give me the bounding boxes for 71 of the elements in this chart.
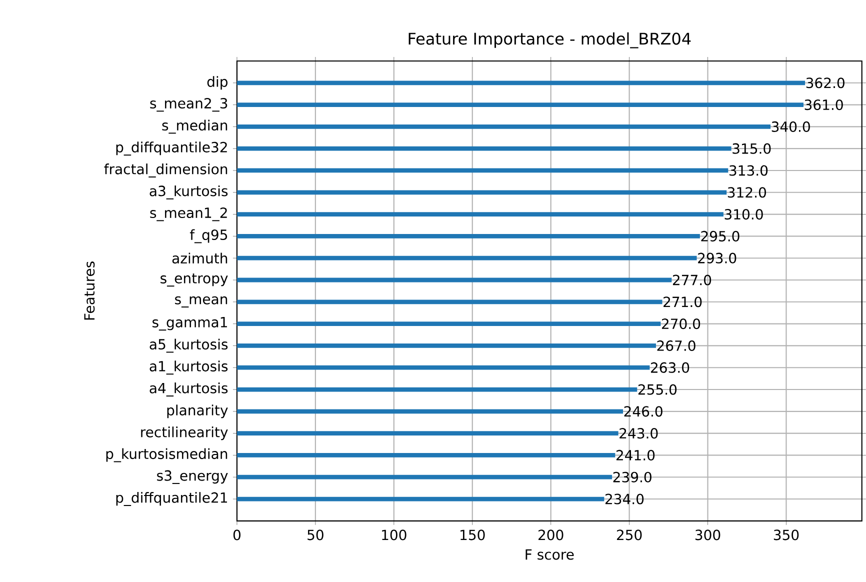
y-tick-label: s_gamma1 (152, 317, 227, 331)
bar (236, 409, 624, 414)
bar (236, 102, 804, 108)
data-label: 295.0 (701, 230, 740, 242)
x-tick-label: 50 (308, 530, 324, 540)
data-label: 263.0 (650, 362, 690, 373)
x-tick-label: 200 (538, 530, 564, 540)
data-label: 312.0 (728, 187, 766, 198)
chart-title: Feature Importance - model_BRZ04 (408, 32, 691, 48)
bar (236, 234, 700, 238)
data-label: 267.0 (657, 340, 696, 352)
y-axis-title: Features (84, 262, 95, 320)
x-tick-label: 300 (695, 530, 720, 540)
bar (236, 453, 616, 458)
bar (236, 278, 672, 282)
data-label: 362.0 (806, 78, 844, 88)
bar (236, 496, 604, 502)
bar (236, 344, 656, 348)
data-label: 361.0 (804, 100, 843, 110)
y-tick-label: p_kurtosismedian (106, 448, 228, 462)
data-label: 246.0 (624, 406, 662, 417)
bar (236, 474, 612, 480)
x-tick-label: 150 (460, 530, 485, 540)
y-tick-label: azimuth (172, 252, 228, 264)
data-label: 239.0 (613, 472, 652, 482)
data-label: 315.0 (732, 143, 771, 154)
y-tick-label: s_median (162, 120, 228, 134)
y-tick-label: p_diffquantile21 (116, 492, 227, 506)
y-tick-label: s_mean2_3 (150, 98, 228, 112)
bar (236, 190, 727, 195)
y-tick-label: rectilinearity (141, 426, 228, 440)
bar (236, 146, 732, 151)
data-label: 310.0 (724, 209, 763, 220)
bar (236, 322, 661, 326)
y-tick-label: a3_kurtosis (150, 185, 228, 200)
y-tick-label: a5_kurtosis (150, 338, 228, 353)
data-label: 270.0 (662, 318, 700, 330)
y-tick-label: s_entropy (160, 273, 228, 287)
data-label: 243.0 (620, 428, 658, 439)
bar (236, 387, 638, 392)
y-tick-label: dip (207, 76, 228, 90)
y-tick-label: s_mean1_2 (150, 207, 227, 222)
data-label: 241.0 (616, 450, 655, 461)
y-tick-label: fractal_dimension (104, 164, 228, 178)
bar (236, 256, 697, 260)
data-label: 277.0 (672, 274, 712, 286)
bar (236, 80, 806, 86)
y-tick-label: s3_energy (157, 470, 228, 484)
bar (236, 365, 650, 370)
data-label: 271.0 (664, 296, 702, 308)
bar (236, 168, 728, 173)
bar (236, 124, 771, 129)
data-label: 340.0 (772, 121, 810, 132)
bar (236, 431, 618, 436)
x-tick-label: 0 (233, 530, 240, 540)
y-tick-label: f_q95 (190, 229, 228, 244)
data-label: 293.0 (698, 252, 736, 264)
data-label: 255.0 (638, 384, 677, 395)
x-tick-label: 250 (616, 530, 642, 540)
y-tick-label: s_mean (175, 296, 228, 308)
data-label: 313.0 (730, 165, 768, 176)
y-tick-label: a4_kurtosis (150, 382, 228, 397)
x-axis-title: F score (526, 549, 574, 560)
x-tick-label: 100 (382, 530, 406, 540)
data-label: 234.0 (605, 494, 644, 504)
bar (236, 300, 662, 304)
y-tick-label: p_diffquantile32 (116, 142, 227, 156)
y-tick-label: planarity (167, 404, 228, 418)
x-tick-label: 350 (774, 530, 799, 540)
y-tick-label: a1_kurtosis (150, 360, 228, 375)
bar (236, 212, 724, 217)
